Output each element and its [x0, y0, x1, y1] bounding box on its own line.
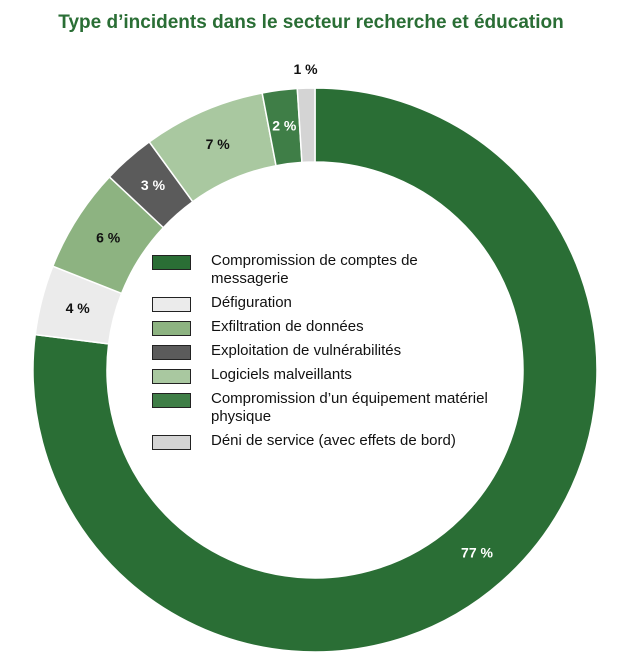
value-label: 7 %: [206, 136, 231, 152]
chart-title: Type d’incidents dans le secteur recherc…: [58, 12, 564, 33]
value-label: 77 %: [461, 544, 493, 560]
legend-item: Logiciels malveillants: [152, 366, 497, 384]
legend-swatch: [152, 297, 191, 312]
legend-label: Déni de service (avec effets de bord): [211, 432, 456, 449]
legend-item: Exfiltration de données: [152, 318, 497, 336]
legend-swatch: [152, 369, 191, 384]
legend-item: Défiguration: [152, 294, 497, 312]
legend-label: Exploitation de vulnérabilités: [211, 342, 402, 359]
legend-label: Compromission de comptes de messagerie: [211, 252, 418, 287]
value-label: 4 %: [66, 300, 91, 316]
legend-item: Exploitation de vulnérabilités: [152, 342, 497, 360]
legend-swatch: [152, 321, 191, 336]
donut-slice: [296, 87, 316, 164]
legend: Compromission de comptes de messagerie Dé…: [152, 252, 497, 456]
legend-item: Compromission de comptes de messagerie: [152, 252, 497, 288]
legend-label: Compromission d’un équipement matériel p…: [211, 390, 488, 425]
value-label: 2 %: [272, 118, 297, 134]
legend-label: Exfiltration de données: [211, 318, 364, 335]
value-label: 6 %: [96, 229, 121, 245]
legend-swatch: [152, 345, 191, 360]
legend-item: Déni de service (avec effets de bord): [152, 432, 497, 450]
legend-label: Logiciels malveillants: [211, 366, 352, 383]
legend-item: Compromission d’un équipement matériel p…: [152, 390, 497, 426]
value-label: 1 %: [294, 61, 319, 77]
donut-slice: [32, 87, 598, 653]
legend-swatch: [152, 435, 191, 450]
legend-label: Défiguration: [211, 294, 292, 311]
value-label: 3 %: [141, 177, 166, 193]
legend-swatch: [152, 255, 191, 270]
legend-swatch: [152, 393, 191, 408]
